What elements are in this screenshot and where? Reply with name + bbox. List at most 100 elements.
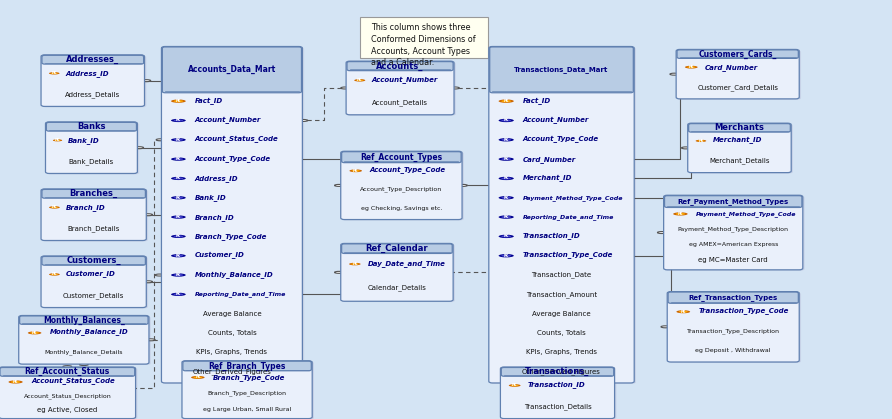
Ellipse shape bbox=[171, 100, 186, 103]
Ellipse shape bbox=[676, 310, 690, 313]
Text: Merchants: Merchants bbox=[714, 123, 764, 132]
Text: Merchant_ID: Merchant_ID bbox=[523, 175, 572, 182]
Text: Transactions_Data_Mart: Transactions_Data_Mart bbox=[515, 66, 608, 73]
Text: Reporting_Date_and_Time: Reporting_Date_and_Time bbox=[194, 291, 285, 297]
Ellipse shape bbox=[174, 139, 183, 141]
FancyBboxPatch shape bbox=[45, 122, 137, 173]
Ellipse shape bbox=[144, 281, 153, 283]
Text: Transaction_Type_Description: Transaction_Type_Description bbox=[687, 328, 780, 334]
FancyBboxPatch shape bbox=[360, 17, 488, 58]
FancyBboxPatch shape bbox=[500, 367, 615, 419]
Ellipse shape bbox=[501, 158, 511, 160]
Ellipse shape bbox=[11, 381, 21, 383]
FancyBboxPatch shape bbox=[690, 124, 793, 173]
Text: Card_Number: Card_Number bbox=[523, 155, 576, 163]
Text: Addresses_: Addresses_ bbox=[66, 55, 120, 64]
Text: Card_Number: Card_Number bbox=[706, 64, 758, 71]
FancyBboxPatch shape bbox=[347, 62, 453, 71]
FancyBboxPatch shape bbox=[42, 256, 145, 265]
Text: PK: PK bbox=[698, 139, 704, 143]
Ellipse shape bbox=[79, 364, 88, 365]
Text: eg Deposit , Withdrawal: eg Deposit , Withdrawal bbox=[696, 348, 771, 353]
Ellipse shape bbox=[171, 119, 186, 122]
FancyBboxPatch shape bbox=[47, 123, 139, 174]
Ellipse shape bbox=[501, 100, 511, 102]
Text: Account_Type_Code: Account_Type_Code bbox=[369, 167, 446, 174]
Text: Monthly_Balance_Details: Monthly_Balance_Details bbox=[45, 350, 123, 355]
Ellipse shape bbox=[501, 139, 511, 141]
Text: Address_Details: Address_Details bbox=[65, 91, 120, 98]
Ellipse shape bbox=[243, 359, 252, 361]
FancyBboxPatch shape bbox=[665, 196, 805, 271]
FancyBboxPatch shape bbox=[21, 316, 151, 365]
Text: Accounts_Data_Mart: Accounts_Data_Mart bbox=[188, 65, 276, 75]
FancyBboxPatch shape bbox=[342, 244, 452, 253]
FancyBboxPatch shape bbox=[491, 47, 636, 384]
FancyBboxPatch shape bbox=[162, 47, 301, 93]
Ellipse shape bbox=[458, 184, 467, 186]
FancyBboxPatch shape bbox=[43, 257, 148, 308]
Ellipse shape bbox=[174, 216, 183, 218]
Ellipse shape bbox=[146, 339, 155, 341]
Ellipse shape bbox=[450, 87, 459, 89]
Text: FK: FK bbox=[176, 234, 181, 238]
Text: Counts, Totals: Counts, Totals bbox=[537, 330, 586, 336]
Text: Payment_Method_Type_Code: Payment_Method_Type_Code bbox=[697, 211, 797, 217]
Ellipse shape bbox=[174, 293, 183, 295]
Ellipse shape bbox=[49, 72, 60, 75]
Ellipse shape bbox=[171, 274, 186, 277]
FancyBboxPatch shape bbox=[501, 367, 614, 376]
Text: Branch_Type_Description: Branch_Type_Description bbox=[208, 391, 286, 396]
Ellipse shape bbox=[49, 206, 60, 209]
Text: Payment_Method_Type_Description: Payment_Method_Type_Description bbox=[678, 227, 789, 232]
Text: Ref_Account_Status: Ref_Account_Status bbox=[25, 367, 110, 376]
FancyBboxPatch shape bbox=[665, 196, 802, 207]
Text: Other_Derived_Figures: Other_Derived_Figures bbox=[522, 368, 601, 375]
Ellipse shape bbox=[499, 235, 514, 238]
Text: Customer_Card_Details: Customer_Card_Details bbox=[698, 84, 778, 91]
Text: PK: PK bbox=[52, 272, 57, 277]
FancyBboxPatch shape bbox=[42, 189, 145, 198]
Text: FK: FK bbox=[176, 196, 181, 200]
Ellipse shape bbox=[501, 119, 511, 122]
Text: Ref_Account_Types: Ref_Account_Types bbox=[360, 153, 442, 162]
Text: PK: PK bbox=[353, 169, 359, 173]
FancyBboxPatch shape bbox=[341, 151, 462, 220]
Text: PK: PK bbox=[195, 375, 201, 380]
Text: PK: PK bbox=[176, 99, 181, 103]
Ellipse shape bbox=[171, 196, 186, 199]
Text: Other_Derived_Figures: Other_Derived_Figures bbox=[193, 368, 271, 375]
Text: Account_Type_Description: Account_Type_Description bbox=[360, 187, 442, 192]
Text: FK: FK bbox=[176, 157, 181, 161]
Text: KPIs, Graphs, Trends: KPIs, Graphs, Trends bbox=[196, 349, 268, 355]
Ellipse shape bbox=[174, 235, 183, 238]
Ellipse shape bbox=[499, 177, 514, 180]
Text: Transaction_Amount: Transaction_Amount bbox=[526, 291, 597, 298]
Ellipse shape bbox=[171, 177, 186, 180]
Text: FK: FK bbox=[176, 215, 181, 219]
Ellipse shape bbox=[501, 177, 511, 179]
Text: Account_Status_Code: Account_Status_Code bbox=[194, 136, 278, 143]
Text: Customer_ID: Customer_ID bbox=[194, 252, 244, 259]
Text: PK: PK bbox=[357, 78, 362, 82]
Ellipse shape bbox=[351, 170, 359, 172]
Ellipse shape bbox=[9, 380, 22, 383]
Text: eg AMEX=American Express: eg AMEX=American Express bbox=[689, 243, 778, 248]
FancyBboxPatch shape bbox=[184, 362, 314, 419]
Text: eg Active, Closed: eg Active, Closed bbox=[37, 407, 97, 413]
Ellipse shape bbox=[681, 147, 690, 149]
Ellipse shape bbox=[499, 196, 514, 199]
Ellipse shape bbox=[194, 376, 202, 378]
Ellipse shape bbox=[238, 383, 247, 385]
FancyBboxPatch shape bbox=[342, 152, 461, 163]
Ellipse shape bbox=[217, 383, 226, 385]
Ellipse shape bbox=[51, 72, 58, 74]
Text: FK: FK bbox=[176, 273, 181, 277]
Text: Transaction_ID: Transaction_ID bbox=[527, 382, 585, 389]
Ellipse shape bbox=[156, 139, 165, 141]
Text: Account_Number: Account_Number bbox=[523, 117, 590, 124]
Text: Day_Date_and_Time: Day_Date_and_Time bbox=[368, 261, 445, 268]
Ellipse shape bbox=[673, 212, 688, 215]
Ellipse shape bbox=[349, 263, 360, 265]
Ellipse shape bbox=[501, 235, 511, 238]
